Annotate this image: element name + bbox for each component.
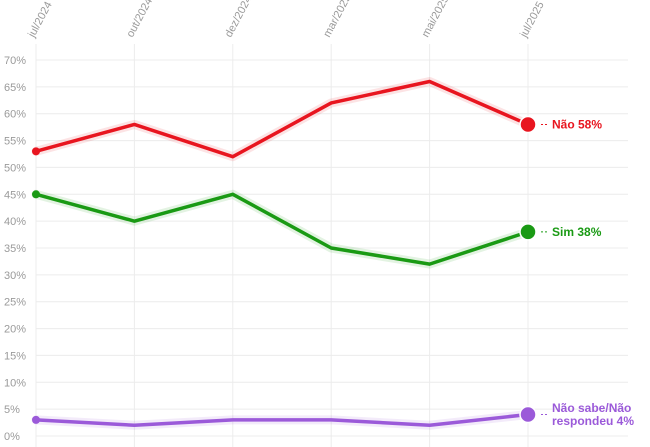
series-sim-point — [32, 190, 40, 199]
series-ns-point — [32, 415, 40, 424]
y-tick-label: 0% — [4, 431, 20, 443]
y-tick-label: 15% — [4, 350, 26, 362]
series-sim-label: Sim 38% — [552, 225, 602, 239]
series-nao-point — [32, 147, 40, 156]
x-tick-label: jul/2025 — [518, 0, 547, 40]
y-tick-label: 5% — [4, 404, 20, 416]
y-tick-label: 50% — [4, 162, 26, 174]
x-tick-label: jul/2024 — [26, 0, 55, 40]
y-tick-label: 40% — [4, 216, 26, 228]
y-tick-label: 30% — [4, 270, 26, 282]
y-tick-label: 25% — [4, 297, 26, 309]
x-tick-label: out/2024 — [124, 0, 155, 39]
series-ns-end-marker — [519, 405, 537, 424]
series-sim-end-marker — [519, 223, 537, 241]
y-tick-label: 45% — [4, 189, 26, 201]
y-axis-ticks: 0% 5% 10% 15% 20% 25% 30% 35% 40% 45% 50% 55% 60% 65%… — [4, 55, 26, 443]
y-tick-label: 65% — [4, 82, 26, 94]
series-ns-line — [34, 412, 530, 428]
y-tick-label: 55% — [4, 136, 26, 148]
y-tick-label: 20% — [4, 324, 26, 336]
x-tick-label: dez/2024 — [223, 0, 255, 39]
x-tick-label: mar/2025 — [321, 0, 353, 39]
grid — [35, 44, 628, 447]
y-tick-label: 10% — [4, 377, 26, 389]
x-tick-label: mai/2025 — [420, 0, 452, 39]
end-labels: Não 58% Sim 38% Não sabe/Não respondeu 4% — [541, 117, 634, 428]
y-tick-label: 70% — [4, 55, 26, 67]
series-sim-line — [34, 192, 530, 266]
series-nao-label: Não 58% — [552, 117, 602, 131]
y-tick-label: 60% — [4, 109, 26, 121]
y-tick-label: 35% — [4, 243, 26, 255]
series-sim-glow — [31, 189, 533, 269]
x-axis-ticks: jul/2024 out/2024 dez/2024 mar/2025 mai/2025… — [26, 0, 547, 40]
series-nao-end-marker — [519, 115, 537, 134]
series-ns-label: Não sabe/Não respondeu 4% — [552, 401, 634, 428]
series-nao-line — [34, 79, 530, 159]
series-group — [31, 76, 537, 430]
